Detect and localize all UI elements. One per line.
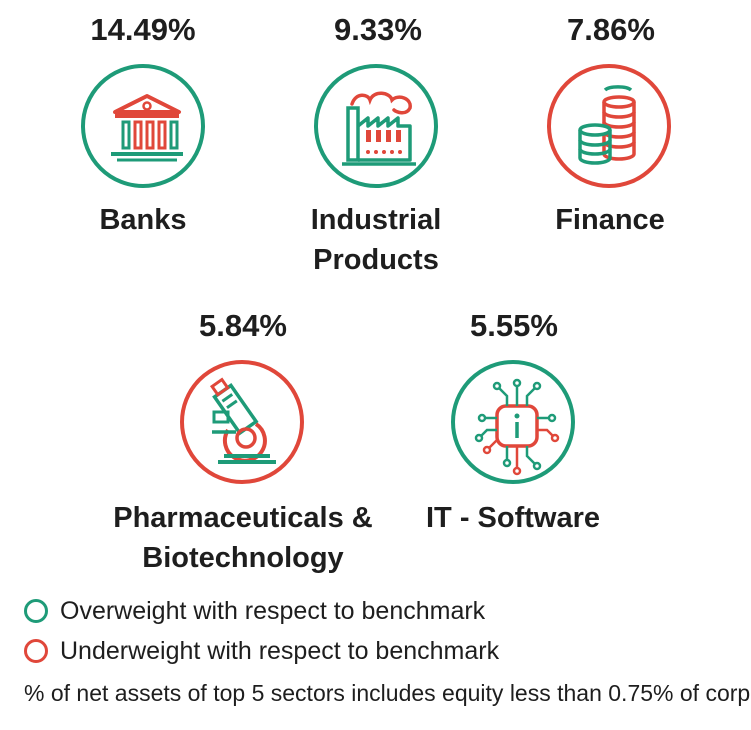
sector-ring-industrial-products — [314, 64, 438, 188]
sector-name-it-software: IT - Software — [425, 502, 600, 534]
legend-underweight: Underweight with respect to benchmark — [24, 636, 499, 666]
sector-value-finance: 7.86% — [567, 12, 655, 47]
chip-info-icon — [474, 378, 560, 476]
sector-ring-finance — [547, 64, 671, 188]
sector-ring-it-software — [451, 360, 575, 484]
legend-overweight-label: Overweight with respect to benchmark — [60, 596, 486, 625]
legend-overweight: Overweight with respect to benchmark — [24, 596, 485, 626]
microscope-icon — [209, 377, 276, 464]
legend-overweight-marker — [24, 599, 48, 623]
sector-value-pharmaceuticals-biotechnology: 5.84% — [199, 308, 287, 343]
coins-stack-icon — [578, 85, 636, 165]
sector-value-it-software: 5.55% — [470, 308, 558, 343]
sector-name-finance: Finance — [555, 204, 665, 236]
sector-name-pharmaceuticals-biotechnology: Pharmaceuticals & Biotechnology — [113, 502, 373, 574]
bank-building-icon — [111, 94, 183, 162]
sector-value-industrial-products: 9.33% — [334, 12, 422, 47]
sector-name-industrial-products: Industrial Products — [310, 204, 442, 276]
footnote: % of net assets of top 5 sectors include… — [24, 680, 751, 706]
sector-value-banks: 14.49% — [90, 12, 196, 47]
legend-underweight-label: Underweight with respect to benchmark — [60, 636, 500, 665]
sector-ring-pharmaceuticals-biotechnology — [180, 360, 304, 484]
factory-icon — [342, 91, 416, 166]
sector-ring-banks — [81, 64, 205, 188]
sector-name-banks: Banks — [99, 204, 187, 236]
legend-underweight-marker — [24, 639, 48, 663]
